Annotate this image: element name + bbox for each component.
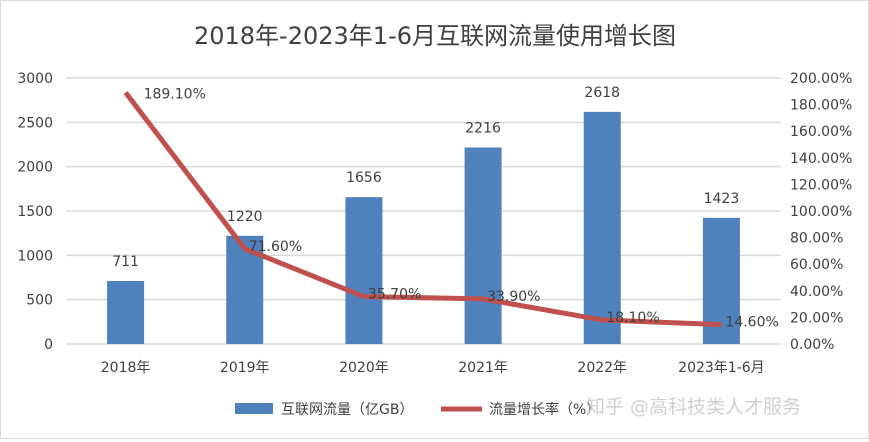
x-tick-label: 2020年: [339, 360, 389, 376]
y-right-tick-label: 180.00%: [790, 98, 852, 114]
x-tick-label: 2019年: [220, 360, 270, 376]
bar-data-label: 1423: [704, 191, 740, 207]
y-right-tick-label: 200.00%: [790, 71, 852, 87]
line-data-label: 71.60%: [249, 239, 302, 255]
y-right-tick-label: 20.00%: [790, 310, 843, 326]
legend: 互联网流量（亿GB） 流量增长率（%）: [235, 401, 600, 418]
y-right-tick-label: 0.00%: [790, 337, 834, 353]
line-data-label: 189.10%: [144, 86, 206, 102]
growth-rate-line: [126, 92, 722, 324]
y-right-tick-label: 160.00%: [790, 124, 852, 140]
x-tick-label: 2023年1-6月: [678, 360, 765, 376]
bar-data-label: 2618: [584, 85, 620, 101]
y-right-tick-label: 80.00%: [790, 231, 843, 247]
y-left-tick-label: 3000: [17, 71, 53, 87]
line-data-label: 33.90%: [487, 289, 540, 305]
chart-title: 2018年-2023年1-6月互联网流量使用增长图: [194, 22, 676, 50]
bar: [345, 197, 382, 344]
x-tick-label: 2021年: [458, 360, 508, 376]
line-data-label: 18.10%: [606, 310, 659, 326]
y-left-tick-label: 0: [44, 337, 53, 353]
y-left-tick-label: 1500: [17, 204, 53, 220]
line-data-label: 14.60%: [725, 315, 778, 331]
x-tick-label: 2022年: [577, 360, 627, 376]
y-left-tick-label: 1000: [17, 248, 53, 264]
bar-data-label: 1220: [227, 209, 263, 225]
y-left-tick-label: 500: [26, 293, 53, 309]
y-left-tick-label: 2500: [17, 115, 53, 131]
y-right-tick-label: 140.00%: [790, 151, 852, 167]
bar: [107, 281, 144, 344]
y-left-tick-label: 2000: [17, 160, 53, 176]
y-right-tick-label: 120.00%: [790, 177, 852, 193]
x-tick-label: 2018年: [101, 360, 151, 376]
legend-label-bar: 互联网流量（亿GB）: [281, 402, 413, 418]
y-right-tick-label: 60.00%: [790, 257, 843, 273]
bar-data-label: 711: [112, 254, 139, 270]
legend-label-line: 流量增长率（%）: [489, 401, 600, 418]
bar: [465, 148, 502, 344]
line-data-label: 35.70%: [368, 287, 421, 303]
bar-data-label: 1656: [346, 170, 382, 186]
y-right-tick-label: 100.00%: [790, 204, 852, 220]
bar-data-label: 2216: [465, 121, 501, 137]
y-right-tick-label: 40.00%: [790, 284, 843, 300]
watermark: 知乎 @高科技类人才服务: [586, 396, 801, 418]
legend-swatch-bar: [235, 403, 273, 414]
